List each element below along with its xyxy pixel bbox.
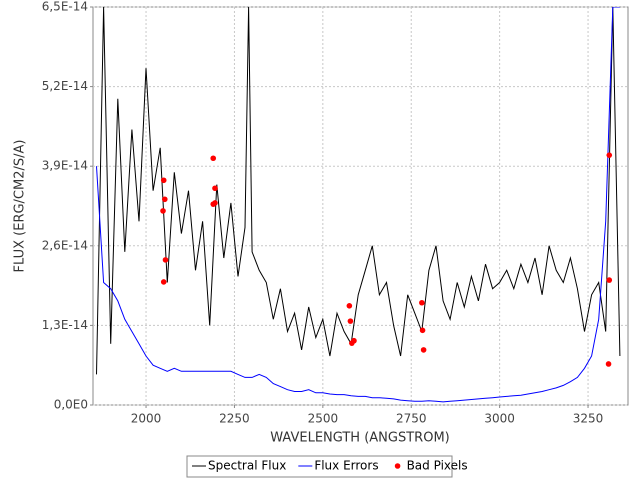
bad-pixel <box>351 337 357 344</box>
series-line <box>96 7 620 403</box>
bad-pixel <box>160 279 167 285</box>
x-axis-label: WAVELENGTH (ANGSTROM) <box>270 431 449 446</box>
y-axis-label: FLUX (ERG/CM2/S/A) <box>13 140 28 273</box>
bad-pixel <box>419 299 425 306</box>
y-tick-label: 0,0E0 <box>54 398 88 412</box>
plot-area <box>92 6 629 406</box>
x-tick-label: 3000 <box>484 412 515 426</box>
legend-label: Flux Errors <box>314 459 378 473</box>
x-tick-label: 2500 <box>308 412 339 426</box>
bad-pixel <box>162 257 169 263</box>
y-tick-label: 1,3E-14 <box>42 318 88 332</box>
bad-pixel <box>420 347 427 353</box>
bad-pixel <box>606 152 613 158</box>
bad-pixel <box>346 303 353 309</box>
bad-pixel <box>606 277 613 283</box>
grid: 0,0E0 1,3E-14 2,6E-14 3,9E-14 5,2E-14 6,5E-14… <box>42 0 628 426</box>
data <box>96 7 621 403</box>
y-tick-label: 6,5E-14 <box>42 0 88 14</box>
x-tick-label: 2250 <box>219 412 250 426</box>
x-tick-label: 3250 <box>573 412 604 426</box>
legend-items: Spectral Flux Flux Errors Bad Pixels <box>192 459 468 473</box>
bad-pixel <box>419 327 426 334</box>
legend-label: Spectral Flux <box>208 459 286 473</box>
y-tick-label: 3,9E-14 <box>42 159 88 173</box>
bad-pixel <box>160 208 166 214</box>
series-line <box>96 7 621 375</box>
bad-pixel <box>210 155 217 162</box>
bad-pixel <box>212 185 218 192</box>
bad-pixel <box>605 361 612 367</box>
legend-marker <box>394 463 401 469</box>
legend-label: Bad Pixels <box>407 459 468 473</box>
y-tick-label: 2,6E-14 <box>42 238 88 252</box>
x-tick-label: 2750 <box>396 412 427 426</box>
bad-pixel <box>161 196 168 203</box>
bad-pixel <box>160 177 167 184</box>
x-tick-label: 2000 <box>131 412 162 426</box>
legend <box>186 455 453 478</box>
bad-pixel <box>212 200 218 206</box>
bad-pixel <box>347 318 354 324</box>
y-tick-label: 5,2E-14 <box>42 79 88 93</box>
